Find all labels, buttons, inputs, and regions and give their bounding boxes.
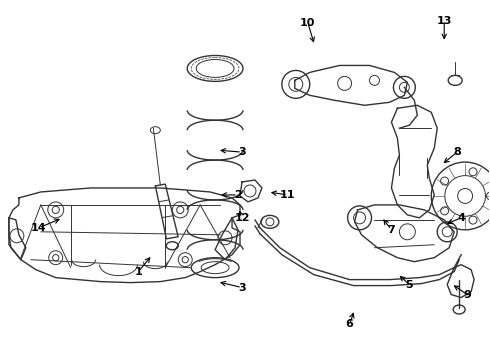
Text: 13: 13 bbox=[437, 15, 452, 26]
Text: 10: 10 bbox=[300, 18, 316, 28]
Text: 1: 1 bbox=[135, 267, 142, 276]
Text: 6: 6 bbox=[345, 319, 353, 329]
Text: 5: 5 bbox=[406, 280, 413, 289]
Text: 3: 3 bbox=[238, 147, 246, 157]
Text: 4: 4 bbox=[457, 213, 465, 223]
Text: 11: 11 bbox=[280, 190, 295, 200]
Text: 2: 2 bbox=[234, 190, 242, 200]
Text: 12: 12 bbox=[234, 213, 250, 223]
Text: 9: 9 bbox=[463, 289, 471, 300]
Text: 8: 8 bbox=[453, 147, 461, 157]
Text: 14: 14 bbox=[31, 223, 47, 233]
Text: 3: 3 bbox=[238, 283, 246, 293]
Text: 7: 7 bbox=[388, 225, 395, 235]
